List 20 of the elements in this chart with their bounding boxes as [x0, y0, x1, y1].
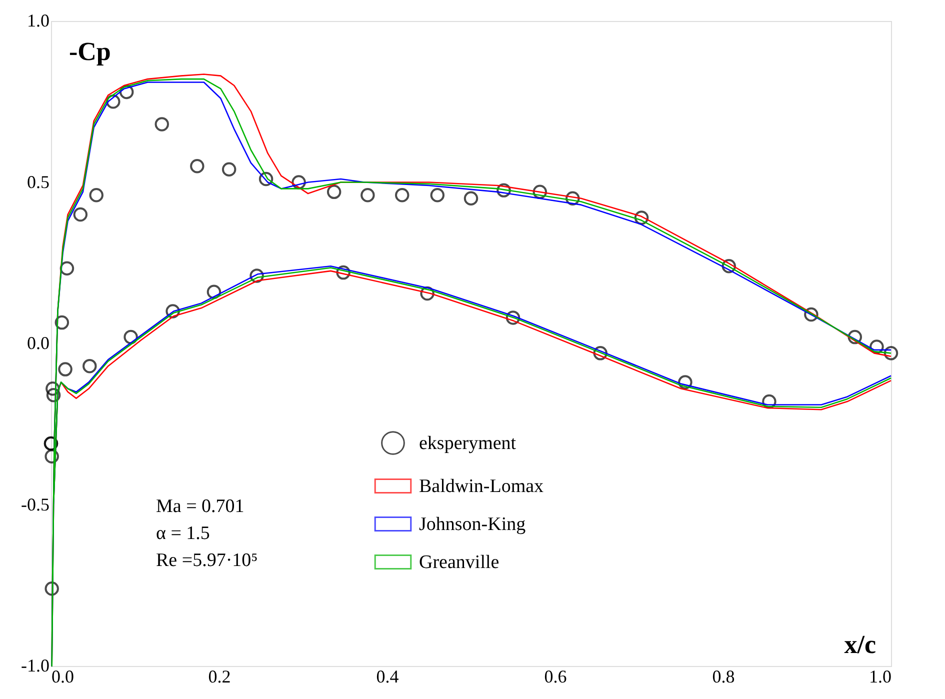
legend-label: Baldwin-Lomax [419, 476, 544, 497]
y-axis-title: -Cp [69, 37, 111, 66]
legend-label: eksperyment [419, 433, 517, 454]
y-tick-label: -1.0 [21, 656, 50, 676]
x-tick-label: 0.6 [544, 666, 567, 686]
x-tick-label: 0.0 [52, 666, 74, 686]
annotation: Ma = 0.701 [156, 496, 244, 517]
y-tick-label: 0.0 [27, 333, 50, 353]
legend-label: Johnson-King [419, 514, 526, 535]
x-tick-label: 0.2 [208, 666, 231, 686]
x-tick-label: 0.4 [376, 666, 399, 686]
annotation: α = 1.5 [156, 523, 210, 544]
annotation: Re =5.97·10⁵ [156, 550, 258, 571]
y-tick-label: -0.5 [21, 494, 50, 514]
y-tick-label: 0.5 [27, 172, 50, 192]
y-tick-label: 1.0 [27, 10, 50, 30]
legend-label: Greanville [419, 552, 500, 573]
x-tick-label: 1.0 [869, 666, 892, 686]
x-tick-label: 0.8 [712, 666, 735, 686]
x-axis-title: x/c [844, 630, 876, 659]
